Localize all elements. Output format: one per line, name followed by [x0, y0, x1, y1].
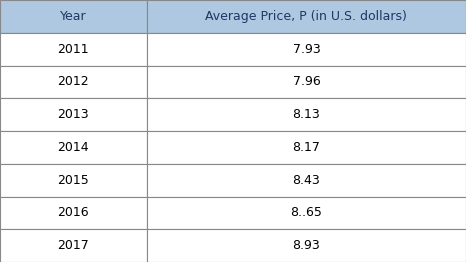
- Text: 8.17: 8.17: [293, 141, 320, 154]
- Text: 8..65: 8..65: [290, 206, 322, 219]
- Bar: [0, 0, 147, 33]
- Bar: [147, 196, 466, 229]
- Text: 2011: 2011: [58, 43, 89, 56]
- Text: 2017: 2017: [57, 239, 89, 252]
- Bar: [0, 229, 147, 262]
- Text: 8.13: 8.13: [293, 108, 320, 121]
- Bar: [147, 33, 466, 66]
- Text: Average Price, P (in U.S. dollars): Average Price, P (in U.S. dollars): [206, 10, 407, 23]
- Bar: [0, 33, 147, 66]
- Text: 8.93: 8.93: [293, 239, 320, 252]
- Bar: [147, 66, 466, 98]
- Bar: [0, 66, 147, 98]
- Bar: [147, 131, 466, 164]
- Bar: [0, 98, 147, 131]
- Bar: [0, 164, 147, 196]
- Bar: [147, 98, 466, 131]
- Text: Year: Year: [60, 10, 87, 23]
- Text: 2014: 2014: [58, 141, 89, 154]
- Text: 8.43: 8.43: [293, 174, 320, 187]
- Bar: [147, 0, 466, 33]
- Text: 2016: 2016: [58, 206, 89, 219]
- Text: 2015: 2015: [57, 174, 89, 187]
- Bar: [147, 229, 466, 262]
- Text: 7.96: 7.96: [293, 75, 320, 88]
- Bar: [0, 196, 147, 229]
- Text: 2012: 2012: [58, 75, 89, 88]
- Bar: [0, 131, 147, 164]
- Text: 2013: 2013: [58, 108, 89, 121]
- Text: 7.93: 7.93: [293, 43, 320, 56]
- Bar: [147, 164, 466, 196]
